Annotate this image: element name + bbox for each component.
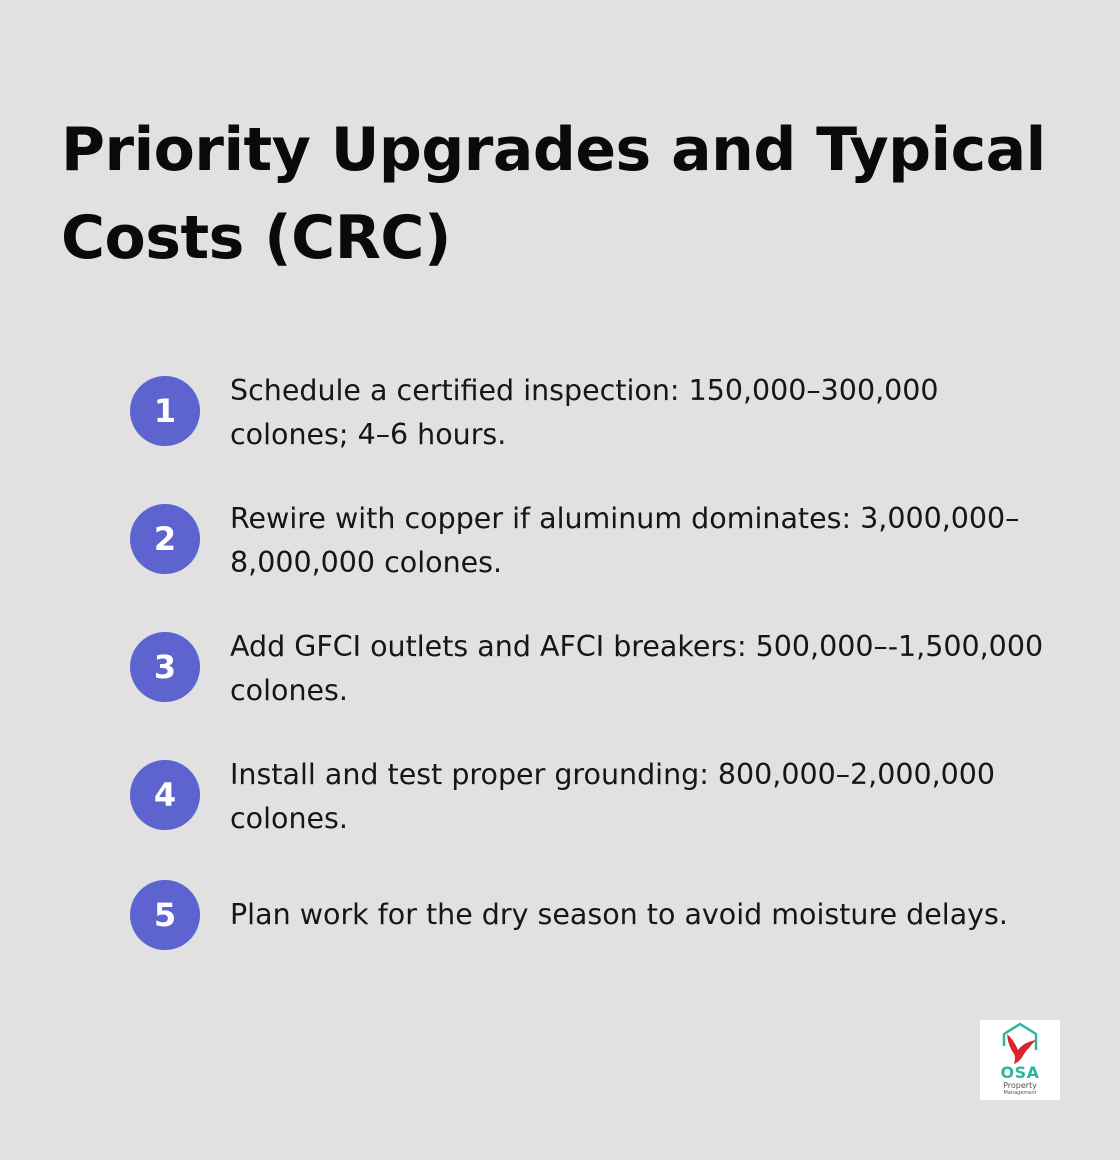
logo-brand: OSA <box>1000 1063 1040 1082</box>
step-text: Add GFCI outlets and AFCI breakers: 500,… <box>230 630 1044 707</box>
step-text: Schedule a certified inspection: 150,000… <box>230 374 939 451</box>
step-text: Plan work for the dry season to avoid mo… <box>230 898 1008 931</box>
logo-line2: Management <box>1003 1090 1037 1096</box>
list-item: 1 Schedule a certified inspection: 150,0… <box>130 369 1070 459</box>
company-logo: OSA Property Management <box>980 1020 1060 1100</box>
list-item: 5 Plan work for the dry season to avoid … <box>130 880 1070 970</box>
step-text: Rewire with copper if aluminum dominates… <box>230 502 1020 579</box>
logo-line1: Property <box>1003 1081 1037 1090</box>
page-title: Priority Upgrades and Typical Costs (CRC… <box>61 115 1046 273</box>
step-text: Install and test proper grounding: 800,0… <box>230 758 996 835</box>
list-item: 4 Install and test proper grounding: 800… <box>130 753 1070 843</box>
step-number-badge: 3 <box>130 632 200 702</box>
bird-house-icon <box>1002 1022 1038 1064</box>
step-number-badge: 2 <box>130 504 200 574</box>
step-number-badge: 1 <box>130 376 200 446</box>
step-number-badge: 5 <box>130 880 200 950</box>
list-item: 3 Add GFCI outlets and AFCI breakers: 50… <box>130 625 1070 715</box>
list-item: 2 Rewire with copper if aluminum dominat… <box>130 497 1070 587</box>
step-number-badge: 4 <box>130 760 200 830</box>
